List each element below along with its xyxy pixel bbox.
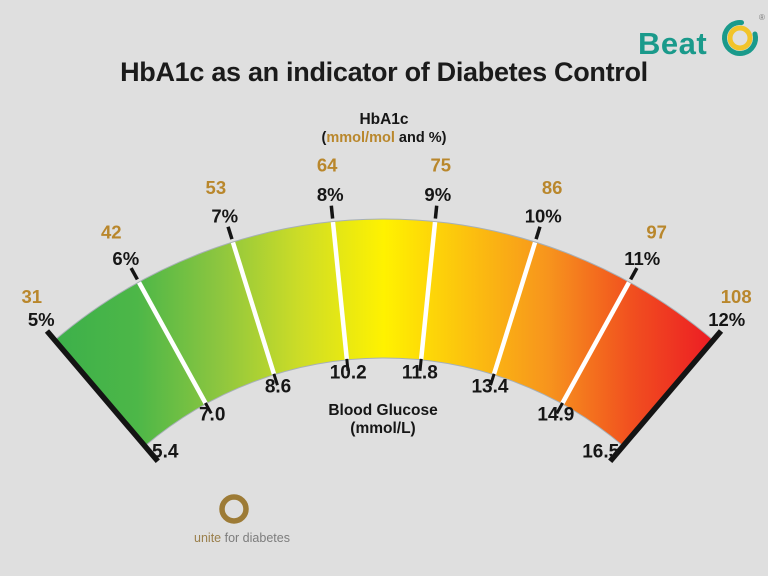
unite-for-diabetes-logo: unite for diabetes <box>194 494 290 545</box>
gauge-outer-tick <box>433 205 439 219</box>
gauge-edge-line <box>44 329 160 464</box>
tick-label-percent: 7% <box>211 206 238 227</box>
tick-label-percent: 5% <box>28 309 55 330</box>
tick-label-mmolmol: 75 <box>431 154 452 175</box>
gauge-inner-tick <box>345 358 350 371</box>
tick-label-glucose: 11.8 <box>402 362 438 383</box>
gauge-divider-line <box>330 221 350 360</box>
page-title: HbA1c as an indicator of Diabetes Contro… <box>120 57 648 87</box>
beato-o-gold-ring <box>727 25 753 51</box>
beato-o-teal-arc <box>722 20 758 56</box>
bottom-axis-unit: (mmol/L) <box>350 420 415 437</box>
tick-label-percent: 9% <box>424 184 451 205</box>
gauge-outer-tick <box>629 267 639 281</box>
tick-label-glucose: 10.2 <box>330 362 367 383</box>
tick-label-glucose: 8.6 <box>265 377 291 398</box>
unite-circle-icon <box>219 494 249 524</box>
gauge-inner-tick <box>272 373 279 386</box>
gauge-divider-line <box>418 221 438 360</box>
gauge-divider-line <box>230 241 277 375</box>
gauge-divider-line <box>491 241 538 375</box>
gauge-edge-line <box>608 329 724 464</box>
tick-label-glucose: 14.9 <box>537 405 574 426</box>
beato-wordmark: Beat <box>638 26 707 61</box>
gauge-arc <box>54 218 714 447</box>
tick-label-percent: 8% <box>317 184 344 205</box>
tick-label-mmolmol: 86 <box>542 177 563 198</box>
gauge-outer-tick <box>329 205 335 219</box>
gauge-divider-line <box>137 281 208 405</box>
top-axis-unit-gold: mmol/mol <box>326 130 395 147</box>
beato-logo: Beat ® <box>638 13 765 61</box>
gauge-outer-tick <box>129 267 139 281</box>
top-axis-unit: (mmol/mol and %) <box>321 130 447 147</box>
tick-label-percent: 11% <box>624 248 660 269</box>
bottom-axis-title: Blood Glucose <box>328 402 438 419</box>
gauge-inner-tick <box>489 373 496 386</box>
tick-label-percent: 10% <box>525 206 562 227</box>
beato-o-icon <box>722 20 758 56</box>
tick-label-mmolmol: 97 <box>646 222 667 243</box>
tick-label-glucose: 13.4 <box>471 377 508 398</box>
top-axis-caption: HbA1c (mmol/mol and %) <box>0 110 768 148</box>
tick-label-percent: 6% <box>112 248 139 269</box>
tick-label-mmolmol: 31 <box>22 286 43 307</box>
gauge-layers: 315% 5.4 42 6% 7.0 53 7% 8.6 64 8% 10.2 75 9% 11.8 86 1… <box>22 154 752 464</box>
tick-label-mmolmol: 108 <box>721 286 752 307</box>
tick-label-glucose: 7.0 <box>199 405 225 426</box>
tick-label-glucose: 5.4 <box>152 441 179 462</box>
tick-label-percent: 12% <box>708 309 745 330</box>
gauge-inner-tick <box>418 358 423 371</box>
tick-label-mmolmol: 53 <box>206 177 227 198</box>
tick-label-mmolmol: 42 <box>101 222 122 243</box>
gauge-outer-tick <box>534 226 542 240</box>
tick-label-glucose: 16.5 <box>582 441 619 462</box>
gauge-inner-tick <box>555 402 564 415</box>
gauge-inner-tick <box>204 402 213 415</box>
registered-mark: ® <box>759 13 765 22</box>
gauge-outer-tick <box>226 226 234 240</box>
unite-tagline: unite for diabetes <box>194 531 290 545</box>
tick-label-mmolmol: 64 <box>317 154 338 175</box>
top-axis-title: HbA1c <box>359 111 409 128</box>
gauge-divider-line <box>560 281 631 405</box>
